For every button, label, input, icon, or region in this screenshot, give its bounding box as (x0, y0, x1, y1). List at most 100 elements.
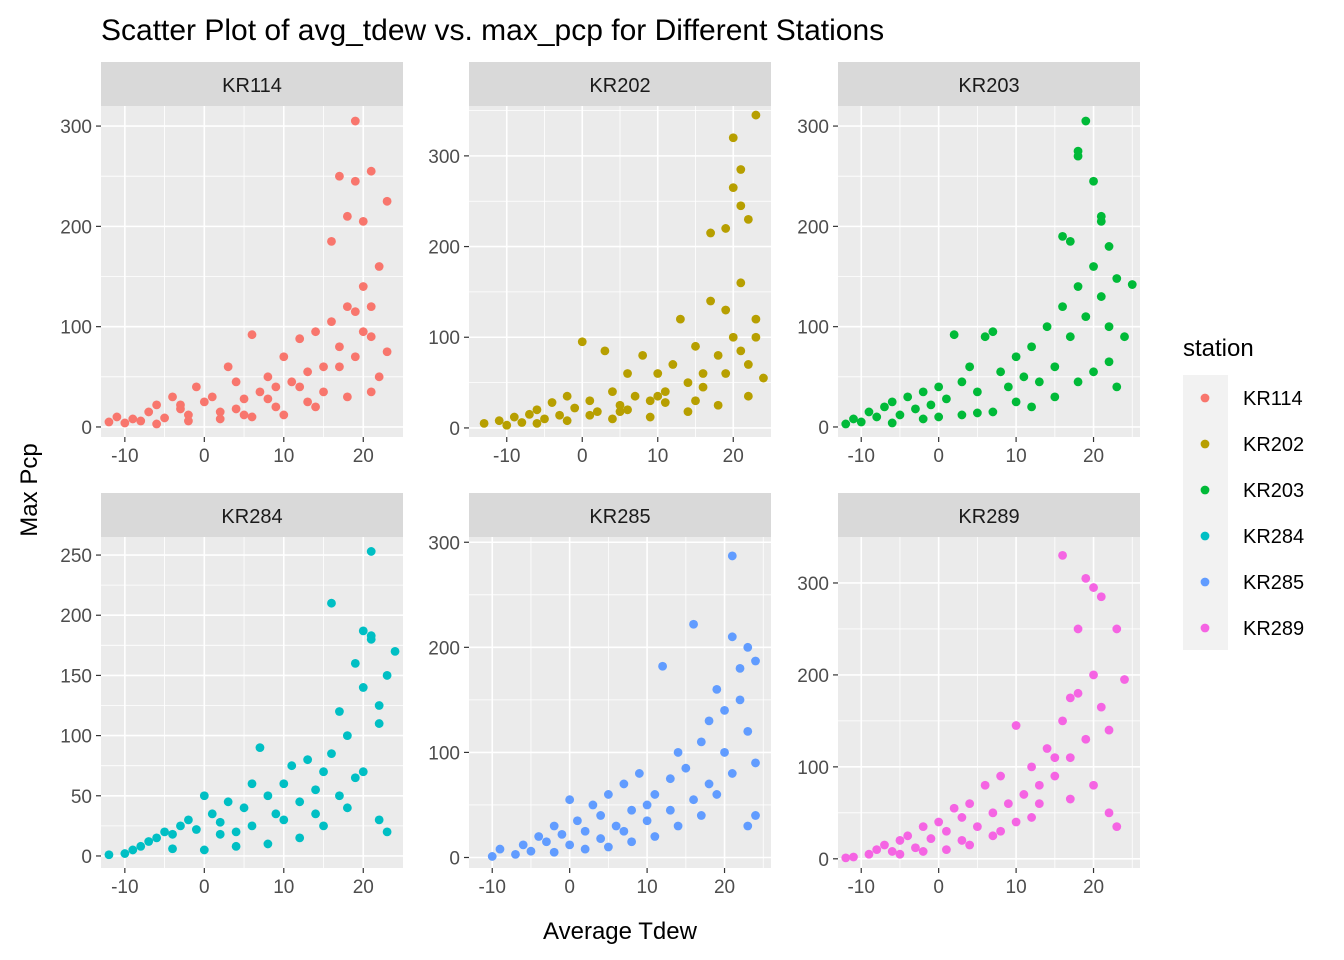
data-point (1011, 817, 1021, 827)
data-point (712, 684, 722, 694)
panel-background (838, 106, 1140, 437)
data-point (736, 278, 746, 288)
data-point (547, 398, 557, 407)
data-point (841, 419, 851, 429)
data-point (623, 405, 632, 415)
data-point (743, 360, 753, 369)
data-point (653, 369, 663, 378)
data-point (319, 362, 328, 372)
facet-strip (469, 493, 771, 537)
data-point (1027, 402, 1036, 412)
data-point (184, 410, 193, 420)
data-point (856, 417, 866, 427)
data-point (611, 821, 621, 831)
facet-strip (101, 493, 403, 537)
data-point (526, 846, 536, 856)
data-point (327, 317, 336, 327)
facet-strip-label: KR202 (589, 75, 650, 97)
y-tick-label: 0 (81, 847, 92, 868)
data-point (271, 809, 281, 819)
data-point (1050, 753, 1060, 763)
data-point (358, 282, 368, 291)
data-point (1089, 176, 1098, 186)
data-point (615, 407, 625, 417)
data-point (532, 418, 542, 428)
panel-background (469, 537, 771, 868)
data-point (704, 779, 714, 789)
data-point (350, 352, 360, 362)
data-point (988, 407, 998, 417)
data-point (184, 815, 193, 825)
data-point (1096, 211, 1106, 221)
data-point (350, 116, 360, 126)
data-point (895, 836, 905, 845)
data-point (231, 827, 241, 837)
y-tick-label: 200 (797, 666, 829, 687)
data-point (327, 598, 336, 608)
data-point (864, 407, 874, 417)
x-tick-label: -10 (111, 446, 138, 467)
data-point (1081, 116, 1091, 126)
y-tick-label: 200 (428, 238, 460, 259)
data-point (1120, 675, 1129, 684)
data-point (1011, 721, 1021, 730)
data-point (1127, 280, 1137, 289)
data-point (698, 369, 708, 378)
data-point (215, 407, 225, 417)
data-point (728, 183, 738, 193)
data-point (603, 790, 613, 799)
x-tick-label: 0 (564, 877, 575, 898)
data-point (374, 701, 384, 710)
data-point (957, 836, 967, 845)
data-point (144, 407, 154, 417)
data-point (957, 813, 967, 822)
data-point (1089, 262, 1098, 271)
data-point (623, 369, 632, 378)
data-point (207, 809, 217, 819)
data-point (319, 821, 328, 831)
data-point (1034, 780, 1044, 790)
data-point (1104, 808, 1114, 818)
data-point (1089, 583, 1098, 592)
data-point (1058, 550, 1067, 560)
data-point (713, 400, 723, 410)
data-point (1027, 762, 1036, 772)
data-point (319, 767, 328, 777)
data-point (176, 821, 185, 831)
data-point (152, 400, 162, 410)
data-point (1027, 342, 1036, 352)
data-point (525, 409, 534, 419)
data-point (735, 663, 745, 673)
data-point (120, 849, 130, 858)
data-point (1112, 382, 1122, 392)
data-point (751, 758, 760, 768)
data-point (487, 852, 497, 861)
data-point (1089, 780, 1098, 790)
x-tick-label: 10 (647, 446, 668, 467)
x-axis-title: Average Tdew (543, 918, 698, 945)
data-point (1073, 146, 1083, 156)
facet-strip-label: KR289 (958, 506, 1019, 528)
data-point (689, 619, 698, 629)
data-point (168, 392, 177, 402)
data-point (603, 842, 613, 852)
data-point (645, 396, 655, 406)
data-point (1073, 624, 1083, 634)
data-point (335, 342, 344, 352)
data-point (728, 133, 738, 143)
data-point (382, 671, 392, 680)
y-tick-label: 0 (818, 850, 829, 871)
data-point (255, 743, 265, 753)
data-point (665, 805, 675, 815)
data-point (1073, 377, 1083, 387)
data-point (1065, 332, 1075, 342)
data-point (247, 821, 257, 831)
data-point (608, 414, 617, 424)
data-point (751, 332, 761, 342)
data-point (934, 382, 944, 392)
data-point (988, 831, 998, 841)
y-tick-label: 200 (797, 217, 829, 238)
facet-strip-label: KR285 (589, 506, 650, 528)
data-point (903, 831, 913, 841)
y-tick-label: 200 (60, 217, 92, 238)
